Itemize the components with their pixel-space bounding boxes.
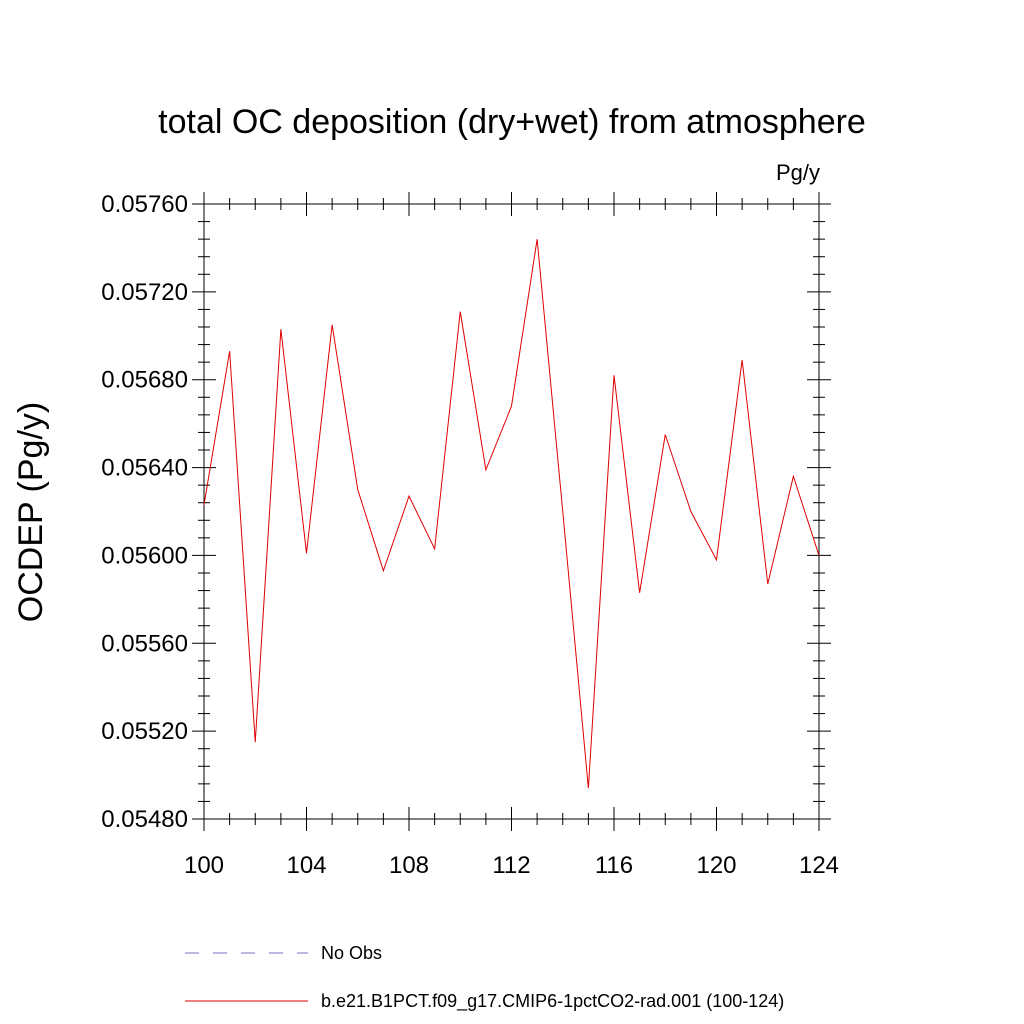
- y-tick-label: 0.05640: [101, 455, 188, 482]
- x-tick-label: 120: [696, 852, 736, 879]
- legend: No Obs b.e21.B1PCT.f09_g17.CMIP6-1pctCO2…: [185, 943, 784, 1012]
- y-tick-label: 0.05520: [101, 718, 188, 745]
- legend-label-model: b.e21.B1PCT.f09_g17.CMIP6-1pctCO2-rad.00…: [321, 991, 784, 1012]
- x-tick-label: 124: [799, 852, 839, 879]
- series-line: [203, 239, 820, 789]
- x-tick-label: 116: [595, 852, 633, 879]
- major-ticks: [192, 192, 831, 831]
- minor-ticks: [198, 198, 825, 825]
- y-tick-label: 0.05760: [101, 191, 188, 218]
- y-tick-label: 0.05480: [101, 806, 188, 833]
- y-axis-label: OCDEP (Pg/y): [12, 402, 50, 622]
- y-tick-label: 0.05560: [101, 630, 188, 657]
- y-tick-labels: 0.05480 0.05520 0.05560 0.05600 0.05640 0.056…: [101, 191, 188, 833]
- series-group: [203, 239, 820, 789]
- legend-label-no-obs: No Obs: [321, 943, 382, 963]
- x-tick-labels: 100 104 108 112 116 120 124: [184, 852, 839, 879]
- chart-title: total OC deposition (dry+wet) from atmos…: [158, 103, 866, 141]
- units-label: Pg/y: [776, 160, 820, 185]
- x-tick-label: 100: [184, 852, 224, 879]
- x-tick-label: 112: [492, 852, 530, 879]
- y-tick-label: 0.05600: [101, 542, 188, 569]
- y-tick-label: 0.05720: [101, 279, 188, 306]
- y-tick-label: 0.05680: [101, 367, 188, 394]
- x-tick-label: 108: [389, 852, 429, 879]
- x-tick-label: 104: [286, 852, 326, 879]
- plot-frame: [203, 203, 820, 820]
